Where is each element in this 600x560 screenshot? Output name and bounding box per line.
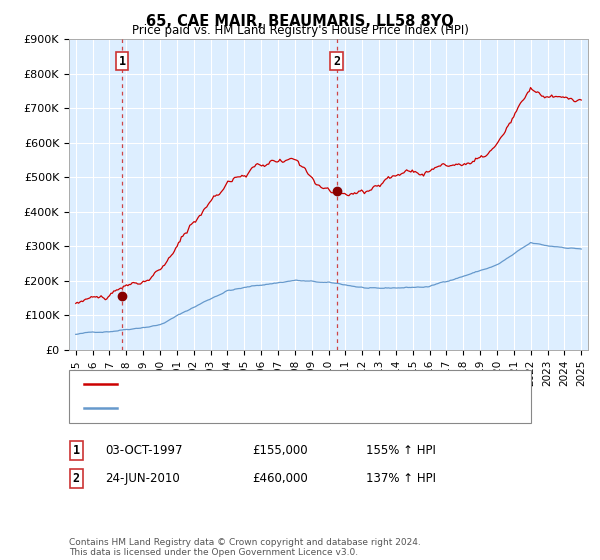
Text: HPI: Average price, detached house, Isle of Anglesey: HPI: Average price, detached house, Isle… <box>124 403 418 413</box>
Text: 65, CAE MAIR, BEAUMARIS, LL58 8YQ (detached house): 65, CAE MAIR, BEAUMARIS, LL58 8YQ (detac… <box>124 380 434 390</box>
Text: 137% ↑ HPI: 137% ↑ HPI <box>366 472 436 486</box>
Text: £460,000: £460,000 <box>252 472 308 486</box>
Text: 155% ↑ HPI: 155% ↑ HPI <box>366 444 436 458</box>
Text: 2: 2 <box>73 472 80 486</box>
Text: Contains HM Land Registry data © Crown copyright and database right 2024.
This d: Contains HM Land Registry data © Crown c… <box>69 538 421 557</box>
Text: Price paid vs. HM Land Registry's House Price Index (HPI): Price paid vs. HM Land Registry's House … <box>131 24 469 37</box>
Text: £155,000: £155,000 <box>252 444 308 458</box>
Text: 24-JUN-2010: 24-JUN-2010 <box>105 472 180 486</box>
Text: 1: 1 <box>119 55 125 68</box>
Text: 65, CAE MAIR, BEAUMARIS, LL58 8YQ: 65, CAE MAIR, BEAUMARIS, LL58 8YQ <box>146 14 454 29</box>
Text: 03-OCT-1997: 03-OCT-1997 <box>105 444 182 458</box>
Text: 1: 1 <box>73 444 80 458</box>
Text: 2: 2 <box>333 55 340 68</box>
